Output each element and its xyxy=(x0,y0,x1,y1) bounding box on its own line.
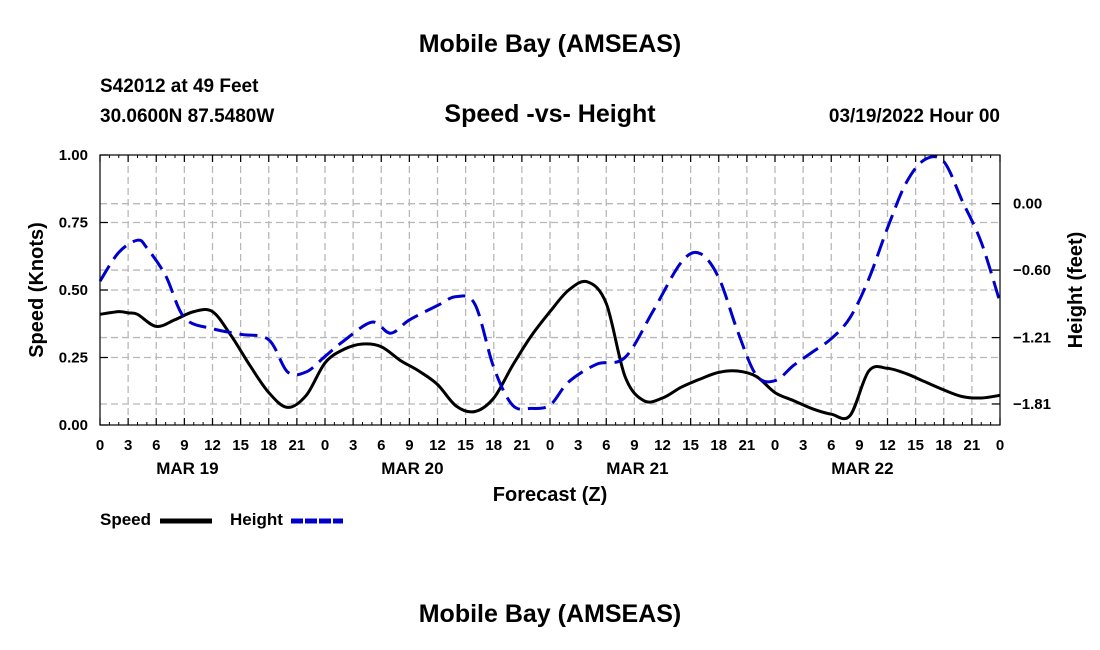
x-tick-label: 9 xyxy=(630,437,638,454)
series-line-height xyxy=(98,155,1002,411)
x-tick-label: 15 xyxy=(682,437,699,454)
x-tick-label: 0 xyxy=(96,437,104,454)
y-tick-label: 0.00 xyxy=(59,417,88,434)
x-tick-label: 3 xyxy=(799,437,807,454)
y-tick-label: 0.50 xyxy=(59,282,88,299)
axes: 0 3 6 9 12 15 18 21 0 3 6 9 12 15 18 21 0 3 6 9 12 15 18 21 0 3 6 9… xyxy=(59,147,1051,478)
x-tick-label: 6 xyxy=(152,437,160,454)
x-tick-label: 18 xyxy=(260,437,277,454)
x-tick-label: 3 xyxy=(124,437,132,454)
x-tick-label: 9 xyxy=(405,437,413,454)
x-tick-label: 12 xyxy=(204,437,221,454)
y2-axis-label: Height (feet) xyxy=(1065,232,1087,349)
y2-tick-label: −1.21 xyxy=(1013,330,1051,347)
coordinates-label: 30.0600N 87.5480W xyxy=(100,106,275,127)
x-tick-label: 21 xyxy=(964,437,981,454)
x-tick-label: 18 xyxy=(485,437,502,454)
x-tick-label: 9 xyxy=(180,437,188,454)
x-tick-label: 0 xyxy=(771,437,779,454)
x-tick-label: 6 xyxy=(827,437,835,454)
chart-title: Mobile Bay (AMSEAS) xyxy=(418,30,682,58)
grid-lines xyxy=(100,155,1000,425)
y-tick-label: 1.00 xyxy=(59,147,88,164)
x-tick-label: 3 xyxy=(349,437,357,454)
x-tick-label: 18 xyxy=(935,437,952,454)
x-tick-label: 21 xyxy=(514,437,531,454)
x-axis-label: Forecast (Z) xyxy=(493,484,607,506)
x-tick-label: 15 xyxy=(907,437,924,454)
y2-tick-label: −1.81 xyxy=(1013,396,1051,413)
y-tick-label: 0.25 xyxy=(59,350,88,367)
x-tick-label: 0 xyxy=(546,437,554,454)
x-tick-label: 6 xyxy=(602,437,610,454)
y-axis-label: Speed (Knots) xyxy=(26,222,48,358)
x-tick-label: 0 xyxy=(321,437,329,454)
x-tick-label: 6 xyxy=(377,437,385,454)
x-tick-label: 3 xyxy=(574,437,582,454)
x-tick-label: 18 xyxy=(710,437,727,454)
x-tick-label: 9 xyxy=(855,437,863,454)
y2-tick-label: 0.00 xyxy=(1013,196,1042,213)
day-label: MAR 19 xyxy=(156,459,218,478)
series-layer xyxy=(98,155,1002,421)
x-tick-label: 0 xyxy=(996,437,1004,454)
chart-subtitle: Speed -vs- Height xyxy=(444,100,656,128)
station-label: S42012 at 49 Feet xyxy=(100,76,259,97)
x-tick-label: 15 xyxy=(232,437,249,454)
forecast-timestamp: 03/19/2022 Hour 00 xyxy=(828,106,1000,127)
series-line-speed xyxy=(99,279,1001,421)
footer-title: Mobile Bay (AMSEAS) xyxy=(418,600,682,628)
y-tick-label: 0.75 xyxy=(59,215,88,232)
legend-height-label: Height xyxy=(230,510,283,529)
legend: Speed Height xyxy=(100,510,343,529)
x-tick-label: 15 xyxy=(457,437,474,454)
x-tick-label: 21 xyxy=(739,437,756,454)
legend-speed-label: Speed xyxy=(100,510,151,529)
day-label: MAR 22 xyxy=(831,459,893,478)
x-tick-label: 12 xyxy=(429,437,446,454)
day-label: MAR 20 xyxy=(381,459,443,478)
x-tick-label: 21 xyxy=(289,437,306,454)
x-tick-label: 12 xyxy=(879,437,896,454)
x-tick-label: 12 xyxy=(654,437,671,454)
day-label: MAR 21 xyxy=(606,459,668,478)
y2-tick-label: −0.60 xyxy=(1013,262,1051,279)
